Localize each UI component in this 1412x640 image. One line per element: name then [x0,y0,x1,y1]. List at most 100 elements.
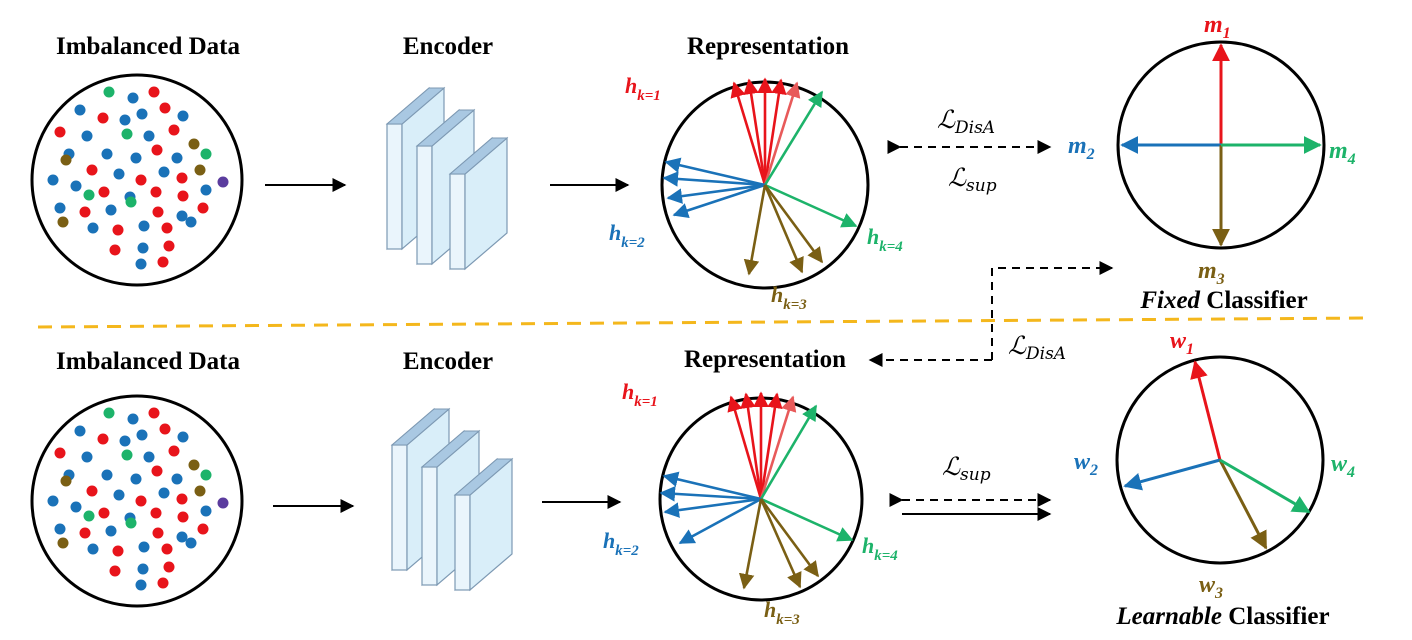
representation-vector [760,497,854,542]
data-point [151,144,163,156]
top-panel: Imbalanced Data Encoder Representation h… [30,12,1356,314]
data-point [105,525,117,537]
top-classifier-caption: Fixed Classifier [1139,287,1307,314]
classifier-w3-arrow [1218,459,1268,550]
data-point [79,527,91,539]
data-point [200,469,212,481]
encoder-slab-top [415,109,476,147]
data-point [161,222,173,234]
data-point [70,501,82,513]
data-point [200,505,212,517]
bottom-loss-sup: ℒsup [942,452,991,485]
data-point [148,407,160,419]
top-label-h1: hk=1 [625,73,661,104]
encoder-slab-top [448,137,509,175]
data-point [194,485,206,497]
data-point [112,545,124,557]
data-point [125,517,137,529]
top-loss-disa: ℒDisA [937,105,995,138]
data-point [163,240,175,252]
data-point [57,537,69,549]
data-point [177,110,189,122]
representation-vector [763,184,804,274]
encoder-slab-front [421,466,438,586]
middle-loss-disa: ℒDisA [1008,331,1066,364]
encoder-slab-front [449,173,466,270]
label-w3: w3 [1199,572,1223,602]
data-point [47,495,59,507]
data-point [137,563,149,575]
bottom-encoder-title: Encoder [403,348,493,375]
data-point [171,473,183,485]
representation-vector [763,81,801,186]
representation-vector [763,90,824,186]
bottom-label-h3: hk=3 [764,597,800,628]
data-point [136,429,148,441]
encoder-slab-top [390,408,451,446]
data-point [101,148,113,160]
data-point [57,216,69,228]
representation-vector [664,157,766,187]
top-label-h2: hk=2 [609,220,645,251]
encoder-slab-front [416,145,433,265]
data-point [103,407,115,419]
bottom-label-h4: hk=4 [862,533,898,564]
data-point [177,431,189,443]
data-point [87,222,99,234]
data-point [197,202,209,214]
classifier-w2-arrow [1123,458,1221,491]
encoder-slab-top [453,458,514,496]
encoder-slab-front [391,444,408,571]
top-label-h4: hk=4 [867,224,903,255]
data-point [74,425,86,437]
bottom-label-h2: hk=2 [603,528,639,559]
data-point [119,114,131,126]
representation-vector [740,392,763,500]
representation-vector [659,486,762,502]
classifier-w4-arrow [1219,458,1311,514]
data-point [151,465,163,477]
top-representation-vectors [662,77,858,276]
data-point [81,130,93,142]
representation-vector [759,498,802,589]
data-point [130,152,142,164]
data-point [158,487,170,499]
encoder-slab-top [385,87,446,125]
data-point [127,413,139,425]
data-point [143,451,155,463]
encoder-slab-front [454,494,471,591]
label-w2: w2 [1074,449,1098,479]
data-point [150,186,162,198]
bottom-label-h1: hk=1 [622,379,658,410]
data-point [157,577,169,589]
bottom-data-points [47,407,229,591]
data-point [109,565,121,577]
data-point [87,543,99,555]
data-point [163,561,175,573]
data-point [168,124,180,136]
bottom-panel: Imbalanced Data Encoder Representation h… [30,328,1355,630]
data-point [185,216,197,228]
data-point [217,497,229,509]
data-point [171,152,183,164]
data-point [158,166,170,178]
data-point [176,531,188,543]
bottom-representation-vectors [659,391,854,590]
representation-vector [759,395,797,500]
panel-divider [37,316,1371,329]
data-point [81,451,93,463]
classifier-w1-arrow [1190,360,1222,461]
data-point [47,174,59,186]
data-point [83,189,95,201]
data-point [60,475,72,487]
representation-vector [663,497,762,518]
top-encoder-title: Encoder [403,33,493,60]
data-point [103,86,115,98]
data-point [127,92,139,104]
label-m3: m3 [1198,258,1225,288]
data-point [54,126,66,138]
data-point [105,204,117,216]
data-point [83,510,95,522]
data-point [98,186,110,198]
